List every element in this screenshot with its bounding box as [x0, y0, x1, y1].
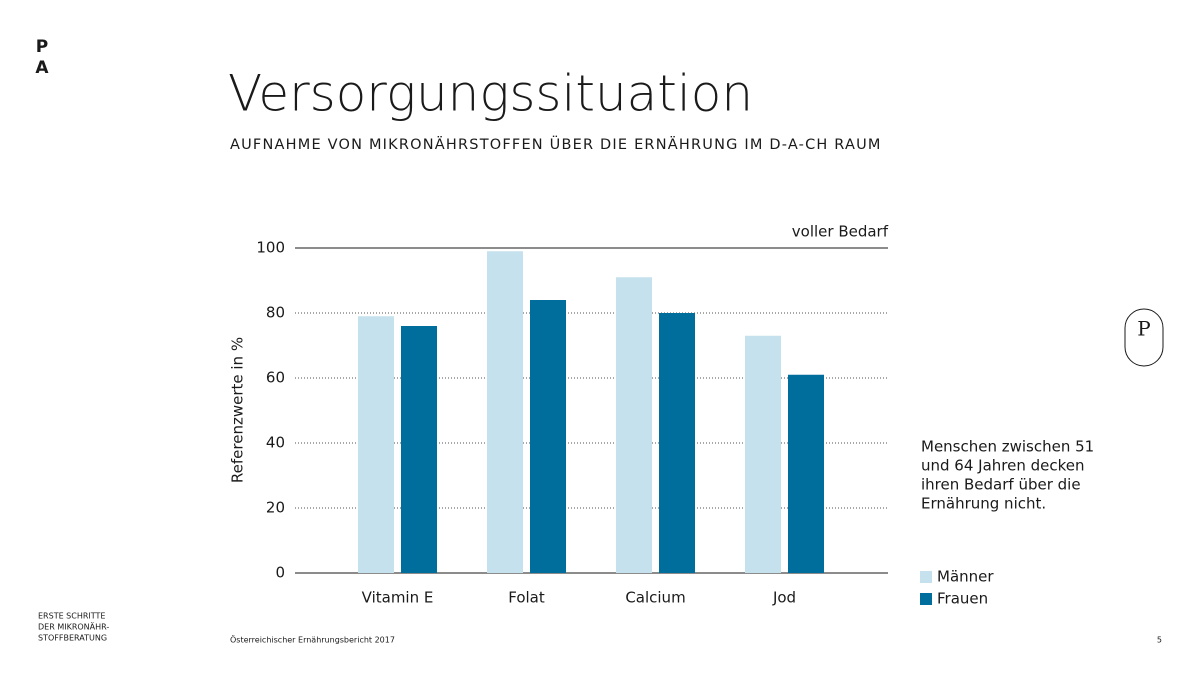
- footer-source: Österreichischer Ernährungsbericht 2017: [230, 635, 395, 645]
- x-tick-label: Vitamin E: [362, 589, 434, 607]
- brand-letter: P: [36, 37, 48, 57]
- note: Menschen zwischen 51: [921, 438, 1094, 456]
- brand-letter: A: [35, 58, 49, 78]
- legend-label: Männer: [937, 568, 994, 586]
- footer-series: ERSTE SCHRITTE: [38, 612, 105, 621]
- page-number: 5: [1157, 636, 1162, 645]
- x-tick-label: Jod: [772, 589, 796, 607]
- badge: [1124, 308, 1164, 367]
- x-tick-label: Calcium: [625, 589, 685, 607]
- bar: [487, 251, 523, 573]
- bar: [358, 316, 394, 573]
- bar: [616, 277, 652, 573]
- bar: [401, 326, 437, 573]
- note: Ernährung nicht.: [921, 495, 1046, 513]
- y-tick-label: 40: [266, 434, 285, 452]
- bar: [788, 374, 824, 573]
- bar: [659, 313, 695, 573]
- y-tick-label: 100: [256, 239, 285, 257]
- slide-title: Versorgungssituation: [228, 65, 753, 123]
- legend-label: Frauen: [937, 590, 988, 608]
- note: ihren Bedarf über die: [921, 476, 1081, 494]
- footer-series: DER MIKRONÄHR-: [38, 622, 109, 632]
- badge-letter: P: [1137, 317, 1150, 341]
- legend-swatch: [920, 571, 932, 583]
- y-tick-label: 80: [266, 304, 285, 322]
- slide-subtitle: AUFNAHME VON MIKRONÄHRSTOFFEN ÜBER DIE E…: [230, 135, 882, 153]
- y-tick-label: 20: [266, 499, 285, 517]
- y-tick-label: 0: [275, 564, 285, 582]
- y-axis-label: Referenzwerte in %: [229, 337, 247, 483]
- bar: [530, 300, 566, 573]
- footer-series: STOFFBERATUNG: [38, 634, 107, 643]
- reference-label: voller Bedarf: [792, 223, 889, 241]
- legend-swatch: [920, 593, 932, 605]
- y-tick-label: 60: [266, 369, 285, 387]
- x-tick-label: Folat: [508, 589, 545, 607]
- bar: [745, 335, 781, 573]
- note: und 64 Jahren decken: [921, 457, 1085, 475]
